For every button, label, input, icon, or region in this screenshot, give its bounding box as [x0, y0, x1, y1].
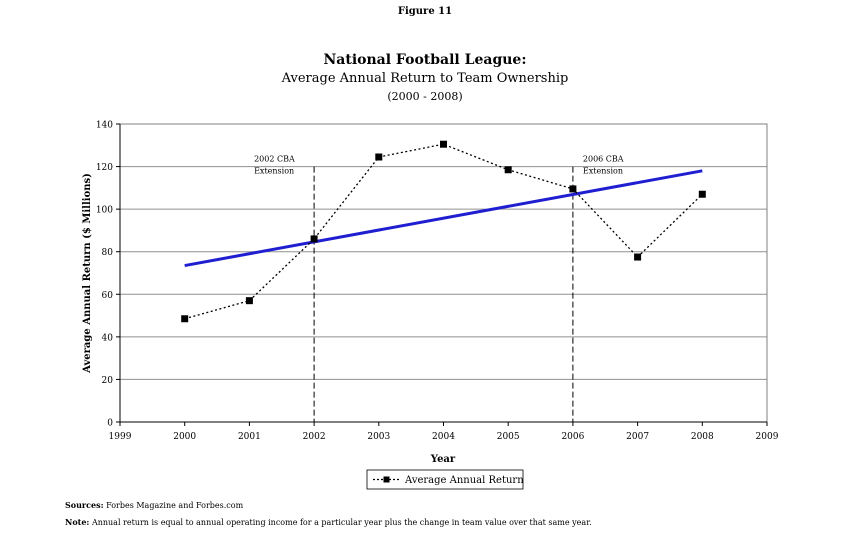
y-tick-label: 120: [96, 163, 113, 173]
chart-date-range: (2000 - 2008): [387, 90, 462, 103]
y-tick-label: 20: [102, 376, 114, 386]
gridlines: [120, 166, 767, 380]
cba-label-line2: Extension: [254, 167, 294, 176]
data-point-2008: [698, 190, 706, 198]
y-axis-label: Average Annual Return ($ Millions): [82, 173, 93, 374]
data-point-2006: [569, 185, 577, 193]
sources-note: Sources: Forbes Magazine and Forbes.com: [65, 500, 243, 510]
chart-subtitle: Average Annual Return to Team Ownership: [281, 71, 569, 86]
data-point-2005: [504, 166, 512, 174]
x-tick-label: 2003: [367, 432, 390, 442]
reference-lines: 2002 CBA Extension 2006 CBA Extension: [254, 155, 624, 422]
legend-marker: [383, 476, 390, 483]
x-tick-label: 2004: [432, 432, 455, 442]
series-line: [184, 143, 703, 320]
y-tick-label: 80: [102, 248, 114, 258]
note-label: Note:: [65, 517, 90, 527]
data-point-2003: [375, 153, 383, 161]
y-tick-label: 60: [102, 291, 114, 301]
x-tick-label: 2005: [497, 432, 520, 442]
legend-label: Average Annual Return: [404, 475, 524, 486]
x-tick-label: 2009: [756, 432, 779, 442]
x-tick-label: 2002: [303, 432, 326, 442]
x-tick-label: 2000: [173, 432, 196, 442]
data-point-2002: [310, 235, 318, 243]
axes: 0 20 40 60 80 100 120 140 1999 2000 2001 2002 2003 20…: [96, 121, 779, 443]
x-tick-label: 2007: [626, 432, 649, 442]
legend-box: [366, 469, 524, 490]
x-tick-label: 2008: [691, 432, 714, 442]
series-group: [181, 140, 706, 323]
x-tick-label: 1999: [109, 432, 132, 442]
data-point-2001: [245, 297, 253, 305]
trend-line-group: [184, 169, 703, 268]
y-tick-label: 140: [96, 121, 113, 131]
cba-label-line1: 2006 CBA: [583, 155, 624, 164]
trend-line: [184, 169, 703, 268]
x-axis-label: Year: [430, 454, 456, 465]
data-point-2007: [634, 253, 642, 261]
y-tick-label: 40: [102, 333, 114, 343]
sources-label: Sources:: [65, 500, 104, 510]
legend: Average Annual Return: [366, 469, 524, 490]
cba-label-line2: Extension: [583, 167, 623, 176]
plot-area: [119, 123, 768, 423]
y-tick-label: 100: [96, 206, 113, 216]
data-point-2004: [440, 140, 447, 148]
x-tick-label: 2006: [561, 432, 584, 442]
note-text: Annual return is equal to annual operati…: [91, 518, 592, 527]
sources-text: Forbes Magazine and Forbes.com: [106, 501, 244, 510]
x-tick-label: 2001: [238, 432, 261, 442]
footnote: Note: Annual return is equal to annual o…: [65, 517, 592, 527]
cba-label-line1: 2002 CBA: [254, 155, 295, 164]
data-point-2000: [181, 315, 189, 323]
chart-title: National Football League:: [324, 52, 527, 68]
y-tick-label: 0: [107, 419, 113, 429]
figure-label: Figure 11: [398, 6, 452, 17]
